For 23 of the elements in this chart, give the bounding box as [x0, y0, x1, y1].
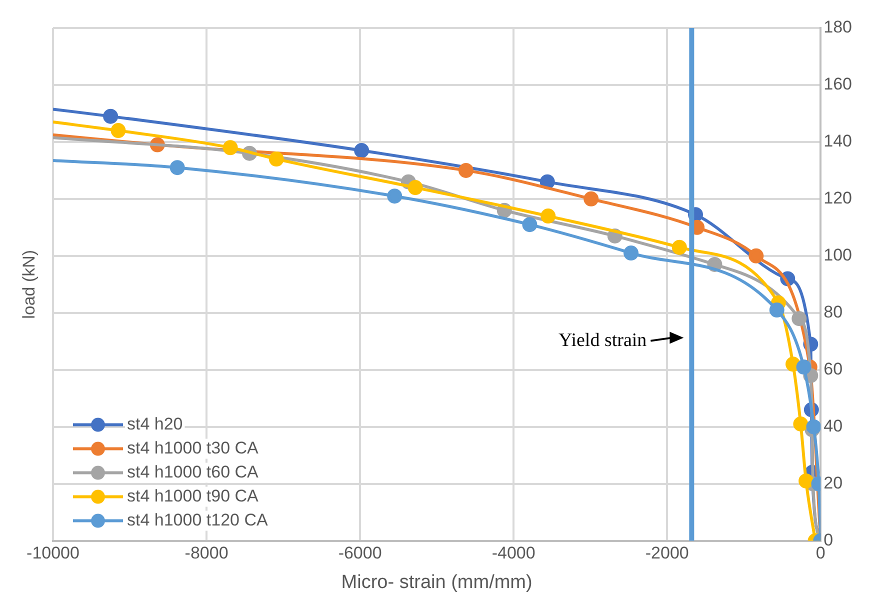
y-tick-label: 180: [824, 18, 852, 37]
legend-label: st4 h1000 t90 CA: [127, 486, 260, 506]
legend-label: st4 h1000 t120 CA: [127, 510, 268, 530]
y-axis-title: load (kN): [20, 250, 39, 319]
y-tick-label: 60: [824, 360, 843, 379]
x-axis-title: Micro- strain (mm/mm): [341, 572, 532, 593]
legend-label: st4 h1000 t60 CA: [127, 462, 260, 482]
ref-line-label: Yield strain: [558, 330, 648, 351]
y-tick-label: 80: [824, 302, 843, 322]
x-tick-label: -2000: [645, 544, 689, 563]
y-tick-label: 40: [824, 416, 843, 436]
x-tick-label: -8000: [184, 544, 228, 563]
y-tick-label: 120: [824, 188, 852, 208]
y-tick-label: 140: [824, 132, 852, 151]
y-tick-label: 0: [824, 530, 834, 550]
y-tick-label: 160: [824, 74, 852, 94]
legend-label: st4 h20: [127, 414, 183, 434]
y-tick-label: 20: [824, 474, 843, 493]
x-tick-label: -6000: [338, 544, 382, 563]
y-tick-label: 100: [824, 246, 852, 265]
legend-label: st4 h1000 t30 CA: [127, 438, 260, 458]
x-tick-label: -10000: [26, 544, 80, 563]
x-tick-label: -4000: [492, 544, 536, 563]
